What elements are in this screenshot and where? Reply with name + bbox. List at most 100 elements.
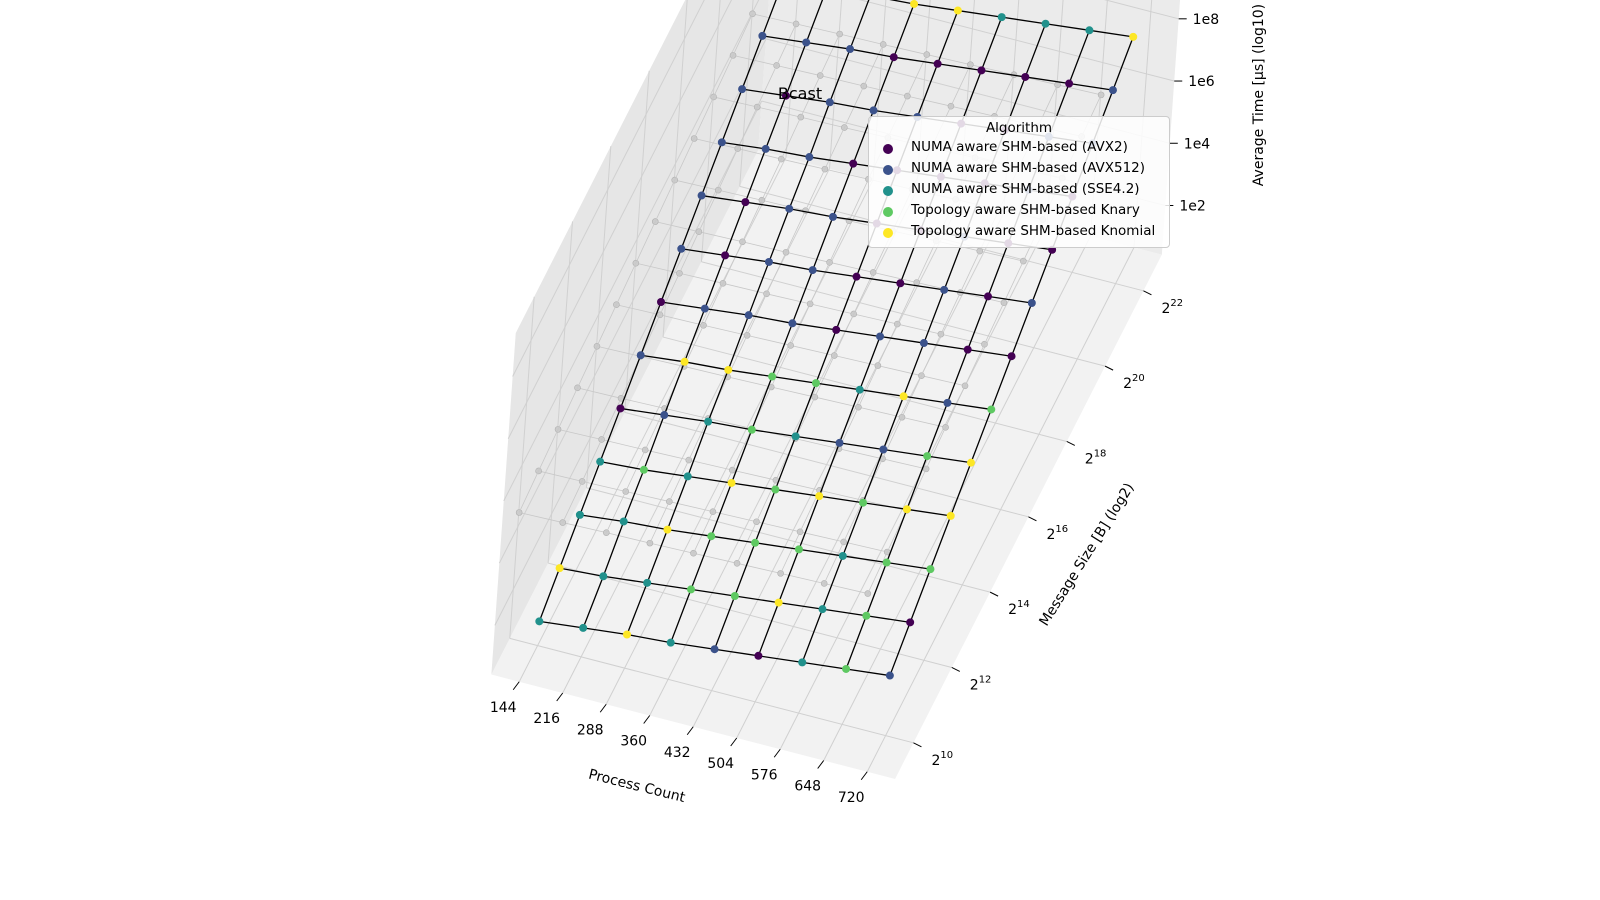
data-point: [940, 285, 949, 294]
y-tick-mark: [951, 667, 960, 672]
legend-marker: [883, 165, 893, 175]
data-point: [899, 392, 908, 401]
y-tick-label: 214: [1008, 599, 1030, 618]
x-axis-title: Process Count: [587, 767, 688, 807]
data-point: [838, 551, 847, 560]
data-point: [926, 565, 935, 574]
data-point: [859, 498, 868, 507]
legend-item: Topology aware SHM-based Knomial: [869, 223, 1169, 244]
back-grid-line: [785, 0, 798, 158]
data-point: [785, 204, 794, 213]
data-point: [596, 457, 605, 466]
shadow-mesh-line: [649, 44, 884, 544]
y-tick-mark: [1028, 516, 1037, 522]
floor-grid-line: [509, 637, 914, 744]
legend-label: Topology aware SHM-based Knary: [911, 202, 1140, 218]
back-grid-line: [858, 0, 1175, 82]
z-tick-label: 1e2: [1179, 198, 1205, 214]
y-tick-label: 210: [931, 750, 953, 769]
floor-grid-line: [624, 411, 1029, 518]
data-point: [623, 630, 631, 639]
data-point: [680, 357, 689, 366]
data-point: [724, 365, 733, 374]
y-tick-mark: [1104, 365, 1114, 371]
data-point: [579, 623, 588, 632]
data-point: [885, 671, 894, 680]
left-grid-line: [547, 221, 573, 564]
data-point: [862, 611, 871, 620]
data-point: [977, 66, 986, 75]
data-point: [906, 618, 915, 627]
data-point: [687, 585, 695, 594]
data-point: [657, 298, 665, 306]
data-point: [852, 272, 861, 281]
data-point: [744, 311, 753, 320]
data-point: [660, 411, 669, 420]
back-grid-line: [1103, 0, 1179, 20]
left-grid-line: [503, 0, 760, 502]
data-point: [751, 538, 760, 547]
legend-item: NUMA aware SHM-based (AVX512): [869, 160, 1169, 181]
data-point: [984, 292, 992, 301]
data-point: [967, 458, 975, 467]
x-tick-label: 576: [751, 767, 778, 783]
data-point: [636, 351, 645, 360]
legend-item: Topology aware SHM-based Knary: [869, 202, 1169, 223]
data-point: [879, 445, 888, 454]
data-point: [842, 664, 851, 673]
data-point: [1007, 352, 1016, 361]
data-point: [828, 212, 837, 221]
x-tick-label: 360: [620, 734, 647, 750]
data-point: [717, 138, 726, 147]
y-axis-title: Message Size [B] (log2): [1037, 480, 1138, 629]
data-point: [946, 511, 955, 520]
y-tick-mark: [1066, 441, 1075, 446]
x-tick-mark: [599, 703, 607, 713]
left-grid-line: [512, 0, 705, 377]
y-tick-label: 222: [1161, 298, 1183, 317]
data-point: [555, 564, 564, 573]
data-point: [798, 658, 807, 667]
legend-marker: [883, 186, 893, 196]
data-point: [818, 605, 827, 614]
data-point: [727, 478, 736, 487]
y-tick-label: 220: [1123, 373, 1145, 392]
y-tick-mark: [913, 742, 922, 748]
data-point: [923, 452, 932, 461]
z-tick-label: 1e8: [1193, 12, 1219, 28]
data-point: [802, 38, 811, 47]
data-point: [697, 191, 706, 200]
data-point: [663, 525, 672, 534]
x-tick-label: 288: [577, 722, 604, 738]
x-tick-mark: [860, 771, 868, 781]
data-point: [575, 510, 584, 519]
data-point: [882, 558, 891, 567]
data-point: [639, 465, 648, 474]
floor-grid-line: [586, 487, 991, 593]
y-tick-mark: [1143, 290, 1152, 296]
z-tick-label: 1e4: [1184, 136, 1211, 152]
data-point: [808, 266, 817, 275]
data-point: [902, 505, 911, 514]
y-tick-mark: [989, 591, 999, 597]
legend-item: NUMA aware SHM-based (AVX2): [869, 139, 1169, 160]
data-point: [707, 532, 716, 541]
data-point: [599, 572, 608, 581]
data-point: [943, 398, 952, 407]
data-point: [963, 345, 972, 354]
data-point: [683, 472, 692, 481]
shadow-mesh-line: [518, 13, 753, 513]
data-point: [815, 492, 824, 501]
x-tick-mark: [773, 748, 781, 758]
data-point: [738, 85, 747, 94]
legend-item: NUMA aware SHM-based (SSE4.2): [869, 181, 1169, 202]
data-point: [677, 244, 686, 253]
data-point: [869, 106, 878, 115]
data-point: [933, 59, 942, 68]
data-point: [535, 617, 544, 626]
data-point: [855, 385, 864, 394]
data-point: [805, 153, 814, 162]
left-grid-line: [585, 146, 612, 488]
legend-title: Algorithm: [985, 120, 1053, 136]
data-point: [704, 417, 713, 426]
